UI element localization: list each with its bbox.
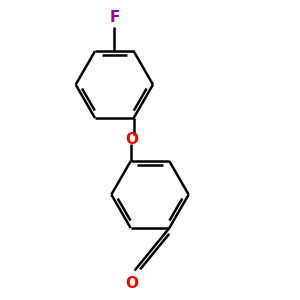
Text: O: O [126, 277, 139, 292]
Text: O: O [126, 132, 139, 147]
Text: F: F [109, 10, 119, 25]
